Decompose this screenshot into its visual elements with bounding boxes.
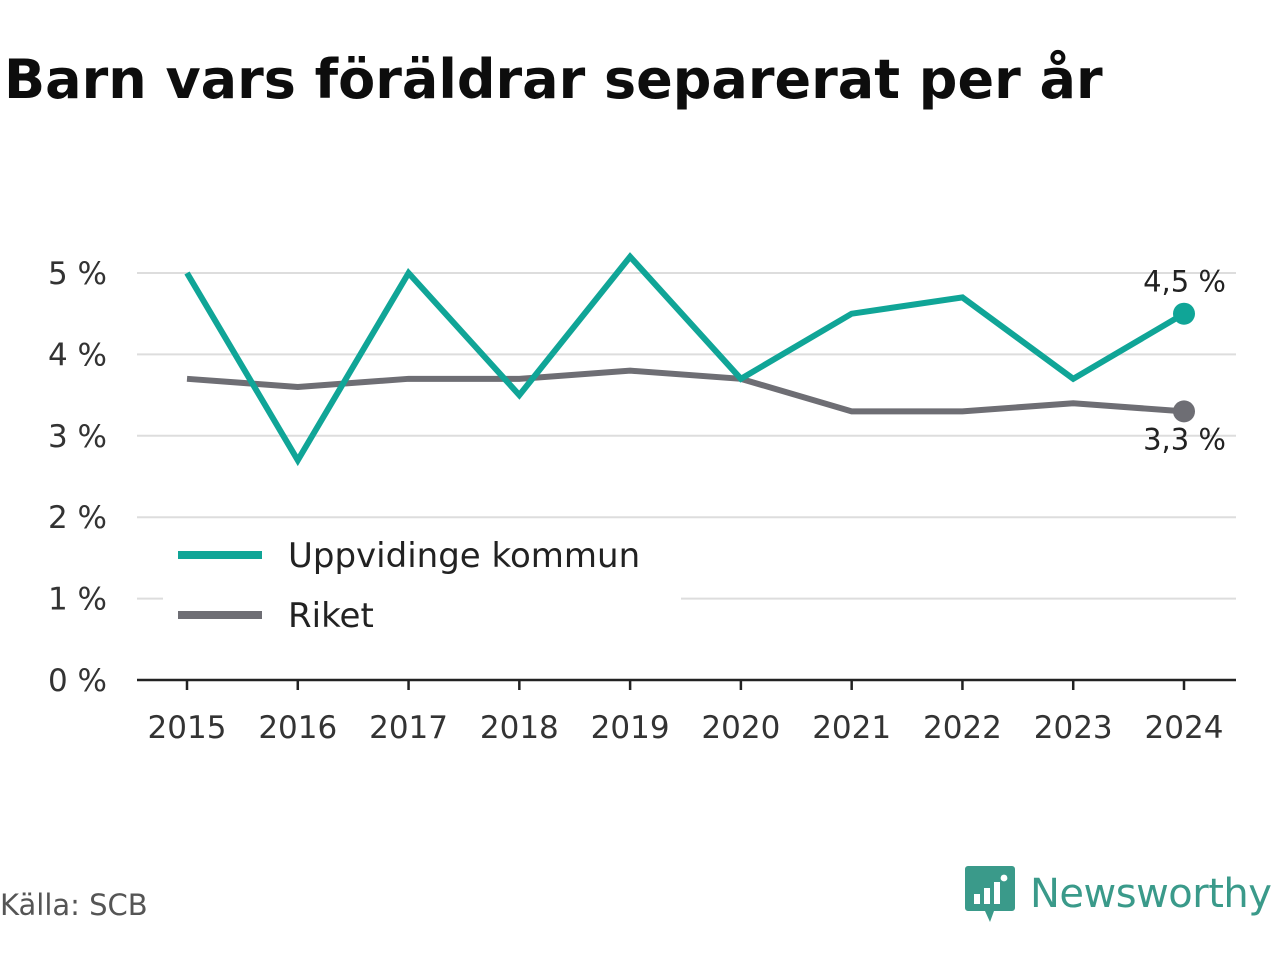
y-tick-label: 2 % [48,500,107,536]
x-tick-label: 2024 [1145,710,1224,746]
newsworthy-logo[interactable]: Newsworthy [964,864,1272,924]
source-text: Källa: SCB [0,888,148,922]
series-lines [184,252,1195,467]
y-tick-label: 5 % [48,256,107,292]
x-tick-label: 2016 [258,710,337,746]
end-labels: 4,5 % 3,3 % [1143,265,1226,457]
y-tick-label: 0 % [48,663,107,699]
x-tick-label: 2020 [701,710,780,746]
x-axis [137,678,1236,690]
legend-label: Uppvidinge kommun [288,536,640,576]
x-tick-label: 2019 [591,710,670,746]
end-value-label: 3,3 % [1143,422,1226,456]
x-tick-label: 2018 [480,710,559,746]
x-axis-labels: 2015 2016 2017 2018 2019 2020 2021 2022 2023 2024 [148,710,1224,746]
series-end-point [1173,400,1195,423]
end-value-label: 4,5 % [1143,265,1226,299]
newsworthy-logo-icon [965,866,1015,922]
x-tick-label: 2023 [1034,710,1113,746]
x-tick-label: 2021 [812,710,891,746]
y-axis-labels: 0 % 1 % 2 % 3 % 4 % 5 % [48,256,107,699]
y-tick-label: 1 % [48,582,107,618]
y-tick-label: 3 % [48,419,107,455]
legend-background [163,528,681,648]
legend-label: Riket [288,596,374,636]
series-line [184,252,1186,467]
series-end-point [1173,302,1195,325]
x-tick-label: 2017 [369,710,448,746]
y-tick-label: 4 % [48,337,107,373]
x-tick-label: 2015 [148,710,227,746]
x-tick-label: 2022 [923,710,1002,746]
brand-name: Newsworthy [1030,871,1272,917]
chart-title: Barn vars föräldrar separerat per år [4,48,1103,111]
series-line [186,367,1185,415]
legend: Uppvidinge kommun Riket [163,528,681,648]
